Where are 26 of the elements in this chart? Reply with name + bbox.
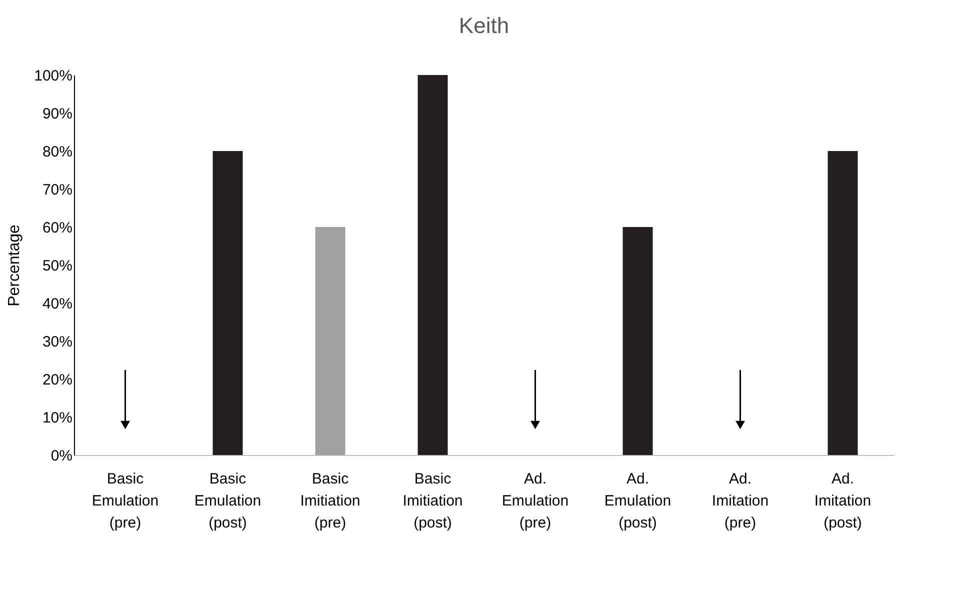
chart-title: Keith — [458, 13, 510, 38]
y-tick-label: 60% — [42, 220, 72, 236]
y-axis-title: Percentage — [6, 224, 24, 306]
bar — [315, 227, 346, 455]
y-tick-label: 0% — [50, 448, 72, 464]
x-tick-label: Ad. Imitation (pre) — [712, 470, 769, 532]
bar — [212, 151, 243, 455]
y-tick-label: 20% — [42, 372, 72, 388]
y-tick-label: 100% — [34, 68, 72, 84]
y-tick-label: 70% — [42, 182, 72, 198]
y-tick-label: 80% — [42, 144, 72, 160]
y-tick-label: 40% — [42, 296, 72, 312]
y-tick-label: 30% — [42, 334, 72, 350]
x-tick-label: Ad. Emulation (post) — [604, 470, 672, 532]
bar — [622, 227, 653, 455]
x-tick-label: Basic Imitiation (pre) — [300, 470, 360, 532]
bar — [828, 151, 858, 455]
x-tick-label: Basic Emulation (post) — [194, 470, 262, 532]
x-tick-label: Ad. Emulation (pre) — [502, 470, 569, 532]
x-tick-label: Ad. Imitation (post) — [814, 470, 872, 532]
y-tick-label: 10% — [42, 410, 72, 426]
x-tick-label: Basic Imitiation (post) — [402, 470, 463, 532]
y-tick-label: 50% — [42, 258, 72, 274]
x-tick-label: Basic Emulation (pre) — [92, 470, 159, 532]
bar — [418, 75, 448, 455]
y-tick-label: 90% — [42, 106, 72, 122]
